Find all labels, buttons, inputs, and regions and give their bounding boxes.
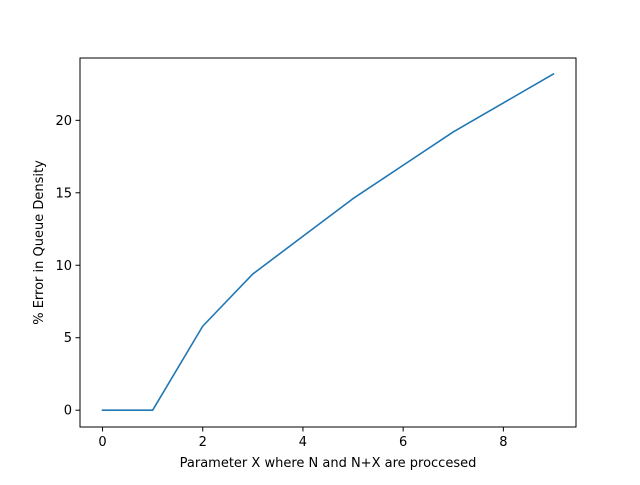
axes-frame (79, 57, 577, 428)
y-tick-label: 20 (55, 114, 72, 129)
y-tick-label: 5 (64, 331, 72, 346)
plot-marks (101, 72, 555, 411)
x-tick-label: 8 (499, 435, 507, 450)
series-line-0 (101, 72, 555, 411)
x-axis-label: Parameter X where N and N+X are proccese… (180, 456, 477, 471)
axis-ticks: 0 2 4 6 8 0 5 10 15 20 (55, 114, 507, 450)
x-tick-label: 6 (399, 435, 407, 450)
y-tick-label: 10 (55, 259, 72, 274)
x-tick-label: 0 (98, 435, 106, 450)
y-axis-label: % Error in Queue Density (32, 160, 47, 325)
y-tick-label: 15 (55, 186, 72, 201)
y-tick-label: 0 (64, 404, 72, 419)
x-tick-label: 2 (199, 435, 207, 450)
x-tick-label: 4 (299, 435, 307, 450)
